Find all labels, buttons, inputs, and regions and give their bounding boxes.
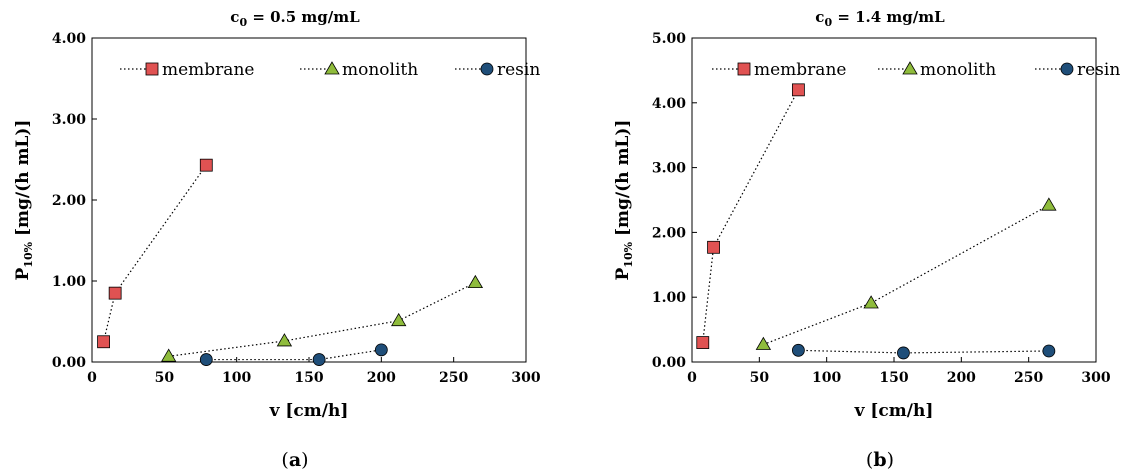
data-point-monolith bbox=[756, 338, 770, 350]
data-point-membrane bbox=[697, 337, 709, 349]
y-tick-labels: 0.00 1.00 2.00 3.00 4.00 5.00 bbox=[652, 31, 697, 371]
x-tick-label: 300 bbox=[1081, 370, 1110, 386]
x-tick-label: 150 bbox=[879, 370, 908, 386]
legend-label: membrane bbox=[754, 60, 846, 80]
data-point-resin bbox=[375, 344, 387, 356]
data-point-monolith bbox=[468, 276, 482, 288]
data-point-resin bbox=[792, 344, 804, 356]
series-line-monolith bbox=[763, 205, 1048, 344]
y-axis-label: P10% [mg/(h mL)] bbox=[613, 120, 635, 281]
y-tick-label: 1.00 bbox=[652, 290, 686, 306]
data-point-monolith bbox=[277, 334, 291, 346]
x-tick-label: 0 bbox=[687, 370, 697, 386]
x-tick-label: 150 bbox=[294, 370, 323, 386]
y-tick-label: 2.00 bbox=[52, 193, 86, 209]
legend-marker-resin bbox=[1061, 63, 1073, 75]
x-tick-label: 250 bbox=[1014, 370, 1043, 386]
y-tick-label: 3.00 bbox=[652, 161, 686, 177]
data-point-membrane bbox=[708, 241, 720, 253]
y-tick-label: 2.00 bbox=[652, 225, 686, 241]
y-tick-label: 3.00 bbox=[52, 112, 86, 128]
series-line-membrane bbox=[104, 165, 207, 342]
x-tick-label: 50 bbox=[155, 370, 175, 386]
y-axis-label: P10% [mg/(h mL)] bbox=[13, 120, 35, 281]
plot-frame bbox=[92, 38, 526, 362]
legend-label: resin bbox=[497, 60, 540, 80]
legend-marker-resin bbox=[481, 63, 493, 75]
x-tick-label: 250 bbox=[439, 370, 468, 386]
x-tick-label: 200 bbox=[947, 370, 976, 386]
data-point-membrane bbox=[792, 84, 804, 96]
legend-marker-membrane bbox=[738, 63, 750, 75]
panel-label: (b) bbox=[866, 449, 894, 471]
series-line-resin bbox=[206, 350, 381, 360]
data-point-resin bbox=[200, 354, 212, 366]
data-point-monolith bbox=[864, 296, 878, 308]
legend-label: resin bbox=[1077, 60, 1120, 80]
y-tick-label: 5.00 bbox=[652, 31, 686, 47]
x-tick-label: 100 bbox=[812, 370, 841, 386]
legend-label: monolith bbox=[920, 60, 996, 80]
x-tick-label: 100 bbox=[222, 370, 251, 386]
data-point-monolith bbox=[392, 314, 406, 326]
plot-frame bbox=[692, 38, 1096, 362]
data-point-monolith bbox=[1042, 198, 1056, 210]
y-tick-labels: 0.00 1.00 2.00 3.00 4.00 bbox=[52, 31, 97, 371]
legend: membrane monolith resin bbox=[712, 60, 1120, 80]
data-point-membrane bbox=[200, 159, 212, 171]
y-tick-label: 0.00 bbox=[52, 355, 86, 371]
x-tick-label: 200 bbox=[367, 370, 396, 386]
series-line-resin bbox=[798, 350, 1048, 353]
data-point-membrane bbox=[98, 336, 110, 348]
y-tick-label: 1.00 bbox=[52, 274, 86, 290]
chart-title: c0 = 1.4 mg/mL bbox=[815, 8, 945, 29]
y-tick-label: 4.00 bbox=[652, 96, 686, 112]
legend-marker-membrane bbox=[146, 63, 158, 75]
data-point-resin bbox=[313, 354, 325, 366]
x-tick-label: 0 bbox=[87, 370, 97, 386]
data-point-membrane bbox=[109, 287, 121, 299]
legend-marker-monolith bbox=[903, 62, 917, 74]
y-tick-label: 0.00 bbox=[652, 355, 686, 371]
legend-marker-monolith bbox=[325, 62, 339, 74]
data-point-resin bbox=[897, 347, 909, 359]
x-axis-label: v [cm/h] bbox=[269, 401, 349, 421]
panel-b: c0 = 1.4 mg/mL 0.001.002.003.004.005.00 … bbox=[613, 8, 1120, 471]
chart-title: c0 = 0.5 mg/mL bbox=[230, 8, 360, 29]
legend: membrane monolith resin bbox=[120, 60, 540, 80]
x-axis-label: v [cm/h] bbox=[854, 401, 934, 421]
data-point-resin bbox=[1043, 345, 1055, 357]
legend-label: membrane bbox=[162, 60, 254, 80]
series-line-membrane bbox=[703, 90, 799, 343]
y-tick-label: 4.00 bbox=[52, 31, 86, 47]
series-layer bbox=[697, 84, 1056, 359]
x-tick-label: 50 bbox=[750, 370, 770, 386]
panel-label: (a) bbox=[281, 449, 308, 471]
panel-a: c0 = 0.5 mg/mL 0.00 1.00 2.00 3.00 4.00 0 50 1… bbox=[13, 8, 541, 471]
x-tick-labels: 0 50 100 150 200 250 300 bbox=[687, 357, 1111, 386]
legend-label: monolith bbox=[342, 60, 418, 80]
series-line-monolith bbox=[169, 283, 476, 357]
x-tick-label: 300 bbox=[511, 370, 540, 386]
series-layer bbox=[98, 159, 483, 365]
